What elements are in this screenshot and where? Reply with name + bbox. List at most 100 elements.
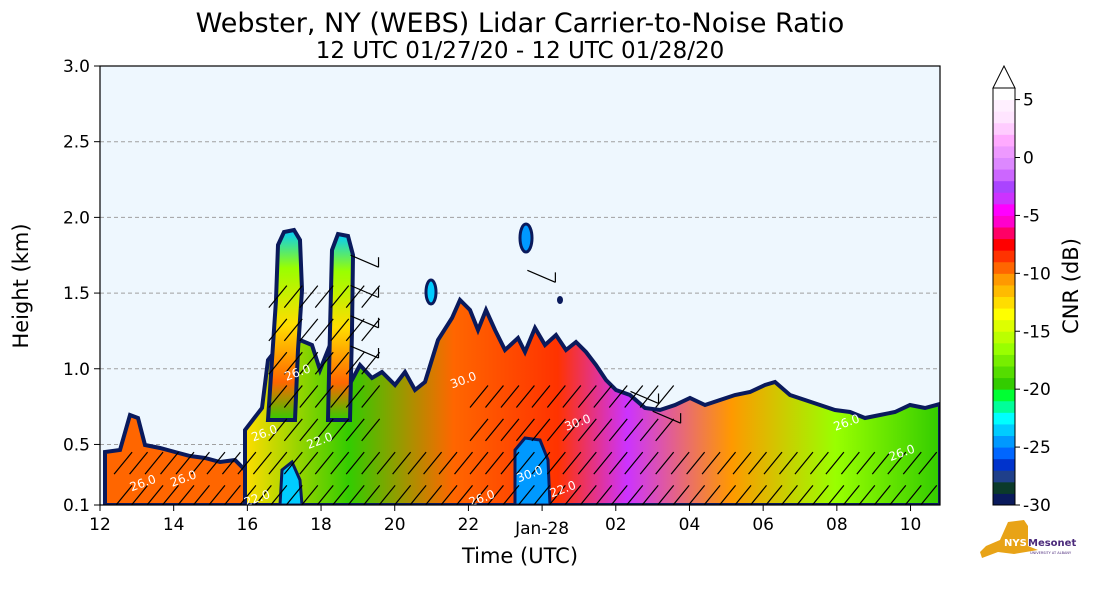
wind-barb [887,451,907,475]
wind-barb [345,451,365,475]
wind-barb [330,285,350,308]
colorbar-tick-label: -15 [1023,322,1051,342]
wind-barb [856,451,876,475]
wind-barb [440,485,458,505]
wind-barb [809,451,829,475]
wind-barb [455,485,473,505]
wind-barb [718,485,737,505]
x-axis-label: Time (UTC) [461,544,578,568]
wind-barb [345,385,365,408]
wind-barb [314,451,334,475]
echo-low-layer [103,412,247,505]
wind-barb [672,485,690,505]
colorbar-swatch [993,284,1015,297]
wind-barb [347,485,365,505]
echo-plume-1 [265,227,305,422]
colorbar-tick-label: 5 [1023,91,1034,111]
wind-barb [299,418,319,442]
wind-barb [624,385,644,408]
logo-brand: Mesonet [1028,538,1076,549]
colorbar-swatch [993,203,1015,216]
wind-barb [531,451,551,475]
colorbar-ticks: 5 0 -5 -10 -15 -20 -25 -30 [1015,91,1051,516]
wind-barb [577,385,597,408]
colorbar-swatch [993,389,1015,402]
wind-barb [177,485,195,505]
wind-barb [780,485,798,505]
wind-barb [485,385,504,408]
wind-barb [625,485,644,505]
wind-barb [562,418,582,442]
wind-barb [146,485,164,505]
wind-barb [748,451,767,475]
wind-barb [330,451,350,475]
colorbar-tick-label: -5 [1023,206,1040,226]
colorbar [992,64,1016,506]
wind-barb [393,485,412,505]
colorbar-swatch [993,88,1015,101]
wind-barb [515,451,535,475]
wind-barb [350,315,379,329]
wind-barb [919,485,938,505]
wind-barb [115,485,133,505]
wind-barb [206,451,226,475]
wind-barb [652,410,681,424]
wind-barb [144,451,164,475]
colorbar-swatch [993,331,1015,344]
y-tick-label: 2.0 [63,208,90,228]
colorbar-swatch [993,319,1015,332]
colorbar-swatch [993,412,1015,425]
wind-barb [283,385,303,408]
colorbar-swatch [993,366,1015,379]
colorbar-tick-label: -10 [1023,264,1051,284]
wind-barb [361,285,381,308]
wind-barb [577,418,597,442]
wind-barb [608,385,628,408]
plot-frame [99,65,941,506]
wind-barb [237,451,257,475]
y-tick-label: 2.5 [63,133,90,153]
x-tick-label: 16 [237,515,259,535]
wind-barb [361,451,381,475]
wind-barb [409,485,427,505]
wind-barb [331,485,350,505]
y-axis-ticks: 0.1 0.5 1.0 1.5 2.0 2.5 3.0 [63,57,100,516]
wind-barb [301,485,319,505]
chart-subtitle: 12 UTC 01/27/20 - 12 UTC 01/28/20 [316,38,725,64]
wind-barb [469,418,489,442]
wind-barb [469,385,489,408]
wind-barb [471,485,489,505]
wind-barb [345,351,365,375]
wind-barb [527,269,556,283]
colorbar-swatch [993,400,1015,413]
wind-barb [687,485,706,505]
wind-barbs [113,254,938,505]
wind-barb [639,418,659,442]
x-tick-label: 12 [89,515,111,535]
x-tick-label: 04 [679,515,701,535]
wind-barb [268,385,288,408]
wind-barb [624,451,644,475]
echo-blob-2 [518,222,534,254]
wind-barb [113,451,133,475]
colorbar-swatch [993,227,1015,240]
wind-barb [314,351,334,375]
x-tick-label: 14 [163,515,185,535]
colorbar-swatch [993,342,1015,355]
colorbar-swatch [993,481,1015,494]
wind-barb [362,485,381,505]
wind-barb [610,485,628,505]
x-tick-label: Jan-28 [514,519,569,539]
colorbar-swatch [993,296,1015,309]
wind-barb [299,351,319,375]
wind-barb [717,451,737,475]
wind-barb [454,451,473,475]
wind-barb [299,451,319,475]
colorbar-tick-label: 0 [1023,149,1034,169]
colorbar-swatch [993,145,1015,158]
wind-barb [639,451,659,475]
wind-barb [283,285,303,308]
x-tick-label: 22 [458,515,480,535]
wind-barb [268,318,288,342]
